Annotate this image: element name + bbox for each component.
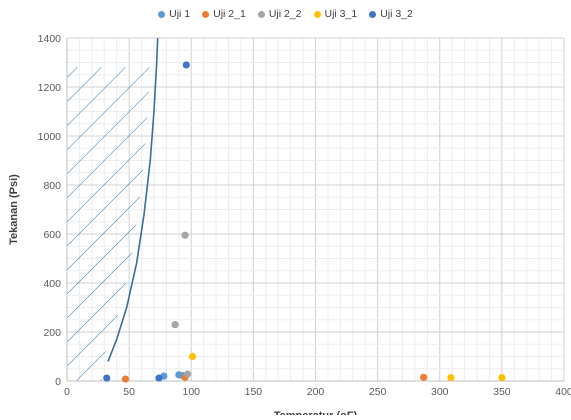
y-tick-label: 800 [43,180,61,192]
x-tick-label: 150 [245,386,263,398]
data-point [121,375,129,383]
data-point [103,374,111,382]
y-tick-label: 0 [55,376,61,388]
x-tick-label: 0 [64,386,70,398]
y-tick-label: 600 [43,229,61,241]
x-tick-label: 400 [555,386,571,398]
x-tick-label: 200 [307,386,325,398]
y-tick-label: 200 [43,327,61,339]
data-point [498,373,506,382]
hydrate-region-hatch [67,67,151,382]
x-tick-label: 50 [123,386,135,398]
legend-item: Uji 2_2 [257,6,302,22]
legend-label: Uji 3_2 [380,8,413,20]
data-point [181,231,189,239]
legend-label: Uji 2_2 [268,8,302,20]
y-tick-label: 1000 [38,131,62,143]
y-axis-title: Tekanan (Psi) [8,174,20,245]
x-tick-label: 350 [493,386,511,398]
legend-item: Uji 2_1 [202,6,246,22]
legend-item: Uji 3_1 [313,6,358,22]
x-tick-label: 250 [369,386,387,398]
legend-label: Uji 3_1 [324,8,358,20]
legend-label: Uji 2_1 [213,8,246,20]
legend-swatch [257,10,265,18]
chart-legend: Uji 1 Uji 2_1 Uji 2_2 Uji 3_1 Uji 3_2 [0,6,571,22]
y-tick-label: 400 [43,278,61,290]
legend-swatch [313,10,321,18]
y-tick-label: 1400 [38,33,62,45]
hydrate-curve-line [107,37,159,362]
x-tick-label: 300 [431,386,449,398]
legend-swatch [202,10,210,18]
legend-swatch [369,10,377,18]
legend-label: Uji 1 [169,8,191,20]
data-point [155,374,163,382]
data-point [183,370,192,378]
data-point [171,321,179,329]
legend-swatch [158,10,166,18]
data-point [182,61,190,69]
x-axis-title: Temperatur (oF) [274,410,358,415]
data-point [188,352,197,361]
y-tick-label: 1200 [38,82,62,94]
legend-item: Uji 3_2 [369,6,413,22]
legend-item: Uji 1 [158,6,190,22]
x-tick-label: 100 [182,386,200,398]
data-point [447,373,455,382]
data-point [419,373,428,381]
